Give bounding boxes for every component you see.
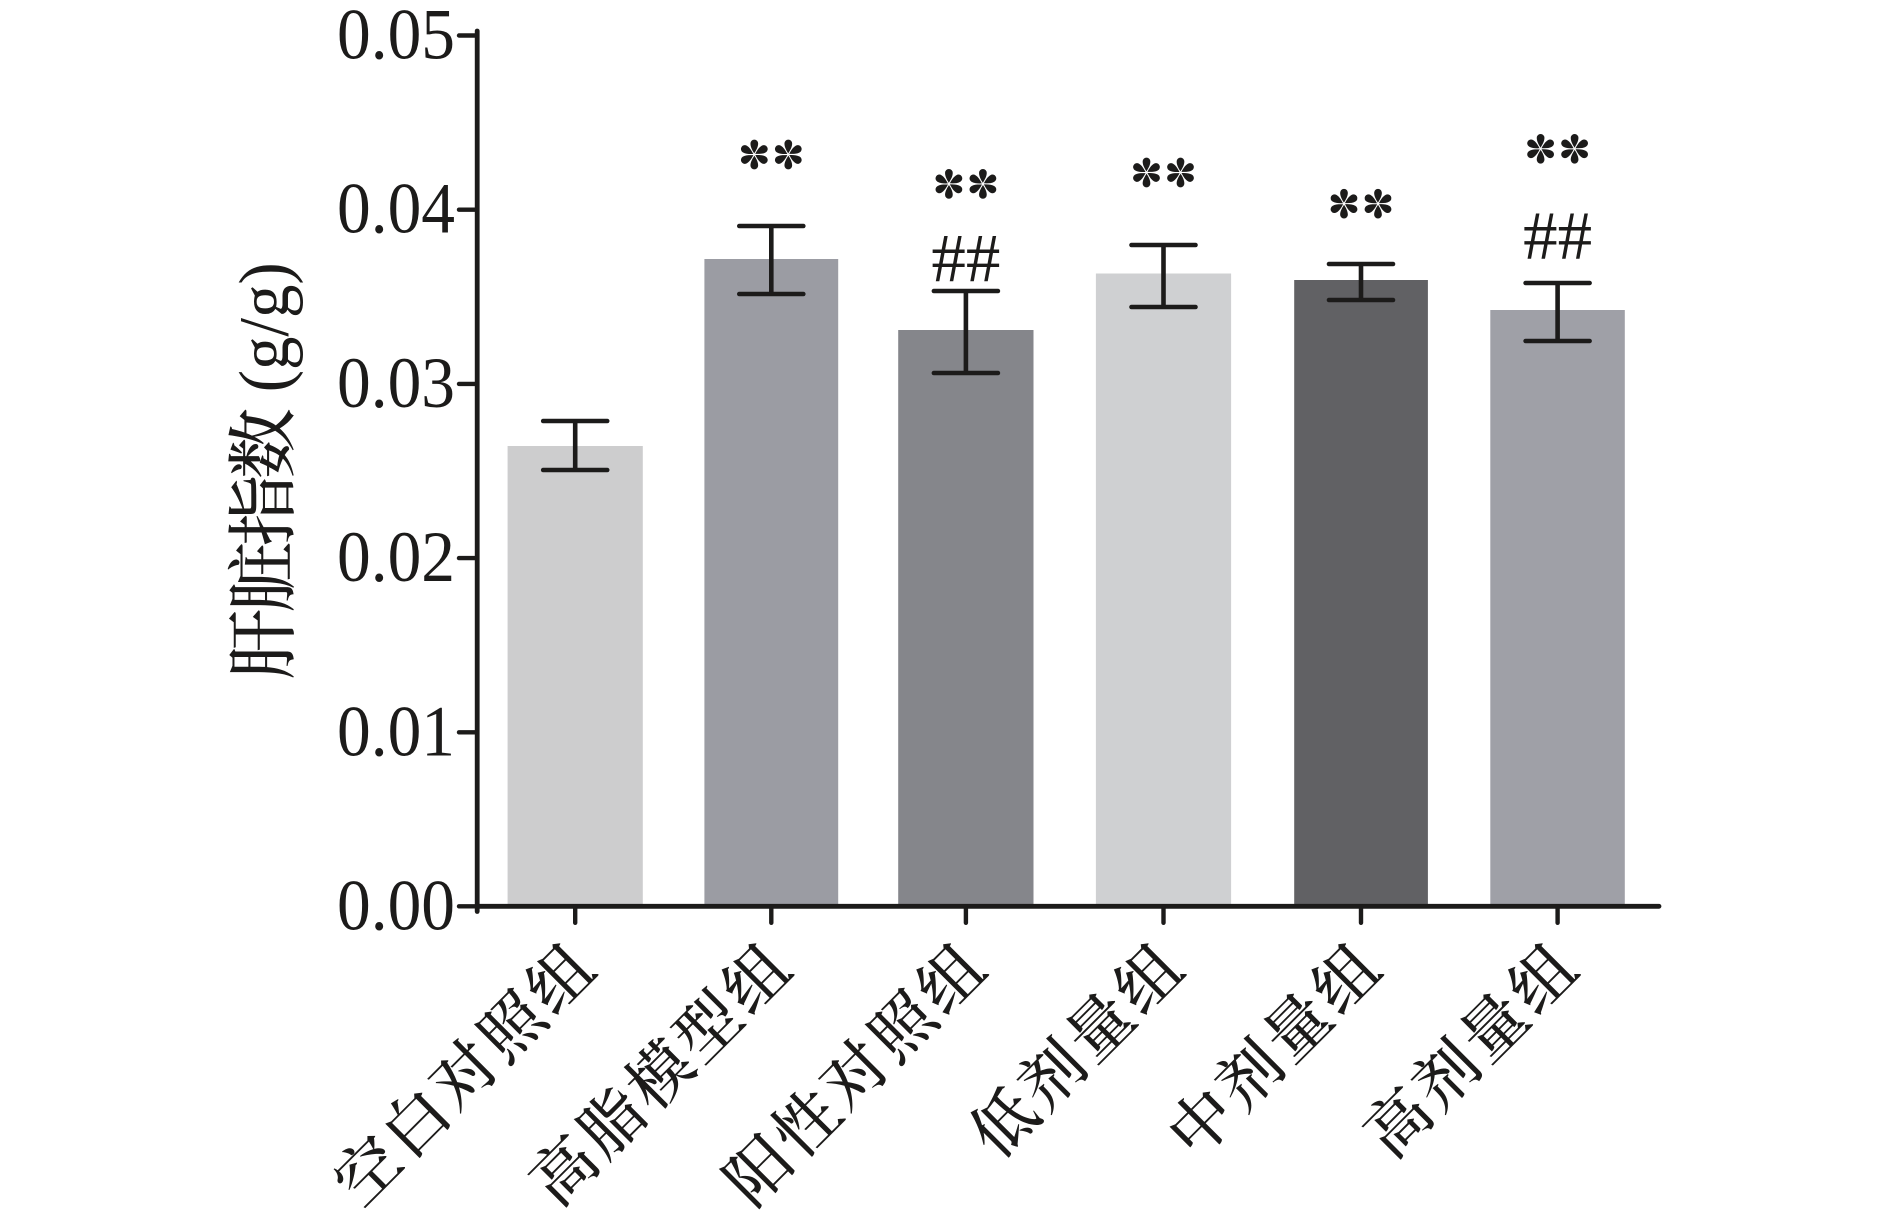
svg-text:0.05: 0.05	[337, 0, 455, 75]
svg-text:0.02: 0.02	[337, 517, 455, 597]
svg-text:0.00: 0.00	[337, 865, 455, 945]
svg-text:0.03: 0.03	[337, 343, 455, 423]
svg-text:(g/g): (g/g)	[226, 262, 304, 392]
svg-text:##: ##	[1523, 197, 1592, 273]
svg-text:##: ##	[931, 220, 1000, 296]
svg-text:0.01: 0.01	[337, 691, 455, 771]
svg-text:0.04: 0.04	[337, 169, 455, 249]
